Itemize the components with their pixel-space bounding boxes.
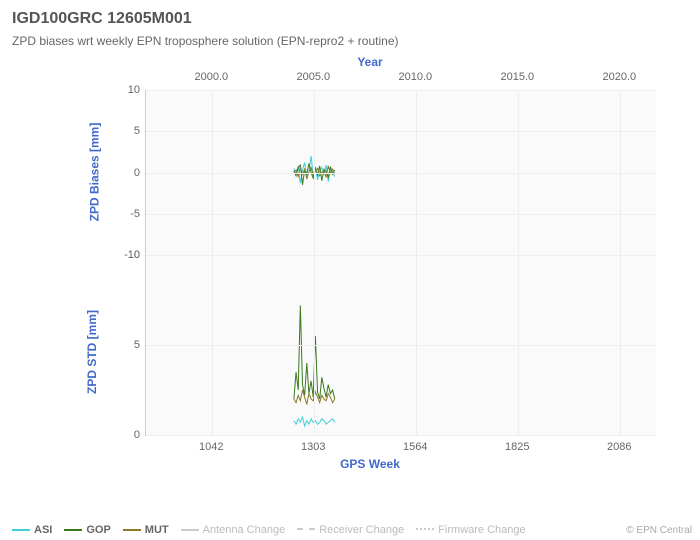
ylabel-std: ZPD STD [mm]: [85, 310, 99, 394]
credit: © EPN Central: [626, 525, 692, 536]
panel-zpd-biases: [145, 90, 656, 256]
ylabel-biases: ZPD Biases [mm]: [87, 123, 101, 222]
top-axis-label: Year: [357, 55, 382, 69]
bottom-tick: 1042: [199, 441, 223, 453]
top-tick: 2010.0: [398, 71, 432, 83]
legend-item-firmware-change[interactable]: Firmware Change: [416, 524, 525, 536]
ytick-panel2: 5: [110, 339, 140, 351]
plot-area: Year ZPD Biases [mm] ZPD STD [mm] GPS We…: [75, 55, 665, 475]
chart-title: IGD100GRC 12605M001: [12, 10, 192, 28]
top-tick: 2005.0: [296, 71, 330, 83]
legend-item-receiver-change[interactable]: Receiver Change: [297, 524, 404, 536]
legend-item-gop[interactable]: GOP: [64, 524, 110, 536]
panel-zpd-std: [145, 255, 656, 436]
ytick-panel1: -5: [110, 208, 140, 220]
ytick-panel2: 10: [110, 249, 140, 261]
bottom-tick: 1564: [403, 441, 427, 453]
bottom-tick: 2086: [607, 441, 631, 453]
chart-subtitle: ZPD biases wrt weekly EPN troposphere so…: [12, 34, 399, 48]
ytick-panel2: 0: [110, 429, 140, 441]
legend: ASI GOP MUT Antenna Change Receiver Change Fi…: [12, 524, 688, 536]
top-tick: 2000.0: [194, 71, 228, 83]
top-tick: 2020.0: [602, 71, 636, 83]
chart-container: IGD100GRC 12605M001 ZPD biases wrt weekl…: [0, 0, 700, 540]
ytick-panel1: 10: [110, 84, 140, 96]
legend-item-asi[interactable]: ASI: [12, 524, 52, 536]
top-tick: 2015.0: [500, 71, 534, 83]
bottom-axis-label: GPS Week: [340, 457, 400, 471]
ytick-panel1: 0: [110, 167, 140, 179]
ytick-panel1: 5: [110, 125, 140, 137]
bottom-tick: 1825: [505, 441, 529, 453]
legend-item-antenna-change[interactable]: Antenna Change: [181, 524, 286, 536]
bottom-tick: 1303: [301, 441, 325, 453]
legend-item-mut[interactable]: MUT: [123, 524, 169, 536]
